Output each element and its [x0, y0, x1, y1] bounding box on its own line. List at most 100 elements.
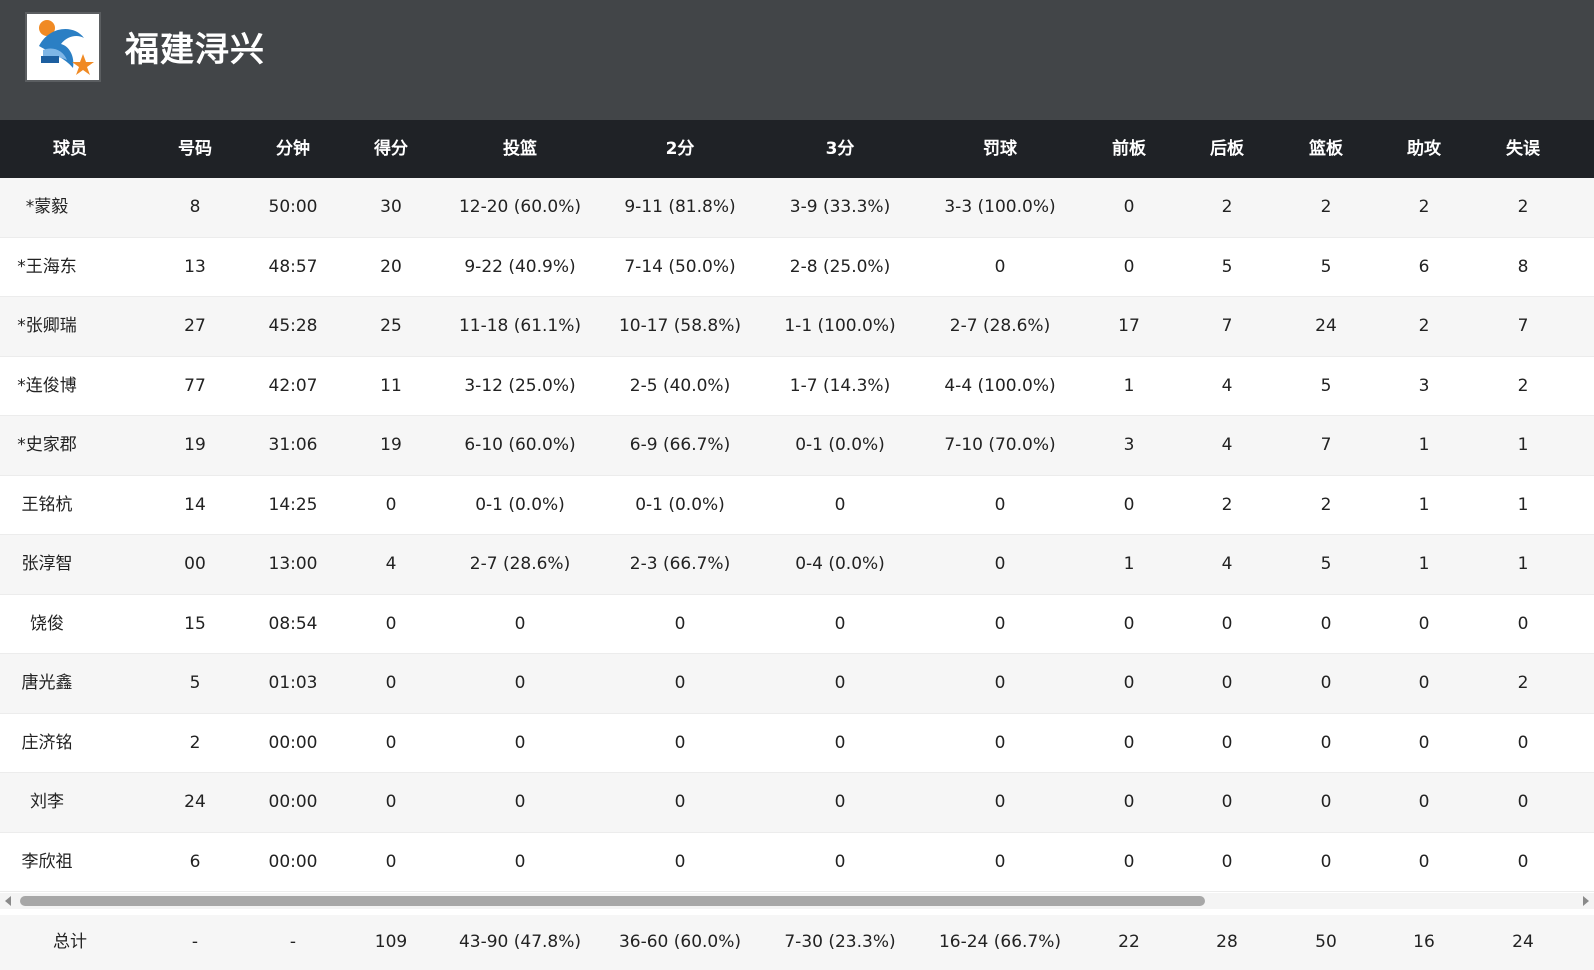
- stat-cell: 2: [1517, 673, 1529, 693]
- stat-cell: 6: [189, 851, 201, 872]
- column-header: 助攻: [1407, 139, 1441, 159]
- stat-cell: 0-1 (0.0%): [795, 435, 885, 455]
- stat-cell: 14:25: [268, 494, 318, 515]
- table-row: *连俊博 77 42:07 11 3-12 (25.0%) 2-5 (40.0%) 1-7 …: [0, 357, 1594, 416]
- stat-cell: 2: [1221, 494, 1233, 515]
- stat-cell: 7: [1517, 316, 1529, 336]
- column-header: 3分: [825, 139, 855, 159]
- stat-cell: 0: [834, 792, 846, 812]
- stat-cell: 77: [184, 375, 206, 396]
- player-name: 王铭杭: [21, 494, 73, 515]
- column-header: 失误: [1506, 139, 1540, 159]
- team-name: 福建浔兴: [125, 30, 265, 70]
- column-header: 号码: [178, 139, 212, 159]
- stat-cell: 00: [184, 554, 206, 574]
- stat-cell: 12-20 (60.0%): [458, 197, 582, 217]
- stat-cell: 0: [994, 613, 1006, 634]
- stat-cell: 0: [1320, 613, 1332, 634]
- stat-cell: 5: [1320, 554, 1332, 574]
- stat-cell: 6-10 (60.0%): [464, 435, 576, 455]
- player-name: 庄济铭: [21, 732, 73, 753]
- stat-cell: 0: [1123, 673, 1135, 693]
- stat-cell: 6: [1418, 256, 1430, 277]
- stat-cell: 0: [1320, 851, 1332, 872]
- stat-cell: 4: [1221, 435, 1233, 455]
- stat-cell: 4: [1221, 554, 1233, 574]
- stat-cell: 6-9 (66.7%): [629, 435, 731, 455]
- stat-cell: 01:03: [268, 673, 318, 693]
- stat-cell: 1: [1517, 494, 1529, 515]
- player-name: *连俊博: [17, 375, 77, 396]
- stat-cell: 0: [1221, 673, 1233, 693]
- stat-cell: 3: [1418, 375, 1430, 396]
- stat-cell: 0: [674, 851, 686, 872]
- stat-cell: 0: [1418, 792, 1430, 812]
- table-row: *王海东 13 48:57 20 9-22 (40.9%) 7-14 (50.0%) 2-8…: [0, 238, 1594, 297]
- stat-cell: 1-7 (14.3%): [789, 375, 891, 396]
- stat-cell: 0: [834, 613, 846, 634]
- column-header: 2分: [665, 139, 695, 159]
- stat-cell: 0: [514, 792, 526, 812]
- totals-cell: 16: [1413, 932, 1435, 952]
- stat-cell: 0: [674, 732, 686, 753]
- stat-cell: 3: [1123, 435, 1135, 455]
- player-name: 唐光鑫: [21, 673, 73, 693]
- stat-cell: 0: [385, 673, 397, 693]
- totals-cell: 50: [1315, 932, 1337, 952]
- stat-cell: 7: [1221, 316, 1233, 336]
- table-row: 唐光鑫 5 01:03 0 0 0 0 0 0 0 0 0 2: [0, 654, 1594, 714]
- stat-cell: 0: [385, 851, 397, 872]
- stat-cell: 50:00: [268, 197, 318, 217]
- stat-cell: 4-4 (100.0%): [944, 375, 1056, 396]
- stat-cell: 2: [1320, 197, 1332, 217]
- stat-cell: 0: [385, 732, 397, 753]
- stat-cell: 0: [1517, 851, 1529, 872]
- stat-cell: 24: [1315, 316, 1337, 336]
- column-header: 投篮: [503, 139, 537, 159]
- stat-cell: 14: [184, 494, 206, 515]
- scrollbar-thumb[interactable]: [20, 896, 1205, 906]
- scroll-right-icon[interactable]: [1583, 896, 1589, 906]
- column-header: 得分: [374, 139, 408, 159]
- stat-cell: 2: [189, 732, 201, 753]
- stat-cell: 0: [1123, 494, 1135, 515]
- scroll-left-icon[interactable]: [5, 896, 11, 906]
- horizontal-scrollbar[interactable]: [0, 893, 1594, 909]
- player-name: 饶俊: [30, 613, 64, 634]
- stat-cell: 17: [1118, 316, 1140, 336]
- stat-cell: 9-11 (81.8%): [624, 197, 736, 217]
- stat-cell: 0: [385, 792, 397, 812]
- table-row: 王铭杭 14 14:25 0 0-1 (0.0%) 0-1 (0.0%) 0 0 0 2 2 1 1: [0, 476, 1594, 535]
- stat-cell: 0: [1418, 851, 1430, 872]
- stat-cell: 0: [1517, 732, 1529, 753]
- totals-cell: 109: [374, 932, 408, 952]
- stat-cell: 0: [994, 673, 1006, 693]
- player-name: *张卿瑞: [17, 316, 77, 336]
- player-stats-table: *蒙毅 8 50:00 30 12-20 (60.0%) 9-11 (81.8%) 3-9 …: [0, 178, 1594, 892]
- stat-cell: 2: [1517, 197, 1529, 217]
- table-row: *蒙毅 8 50:00 30 12-20 (60.0%) 9-11 (81.8%) 3-9 …: [0, 178, 1594, 238]
- stat-cell: 0: [674, 613, 686, 634]
- stat-cell: 0: [1123, 256, 1135, 277]
- stat-cell: 2-3 (66.7%): [629, 554, 731, 574]
- stat-cell: 0: [514, 673, 526, 693]
- stat-cell: 4: [385, 554, 397, 574]
- stat-cell: 8: [189, 197, 201, 217]
- stat-cell: 27: [184, 316, 206, 336]
- stat-cell: 08:54: [268, 613, 318, 634]
- totals-cell: 24: [1512, 932, 1534, 952]
- stat-cell: 42:07: [268, 375, 318, 396]
- totals-cell: 7-30 (23.3%): [784, 932, 896, 952]
- stat-cell: 7: [1320, 435, 1332, 455]
- table-row: *史家郡 19 31:06 19 6-10 (60.0%) 6-9 (66.7%) 0-1 …: [0, 416, 1594, 476]
- stat-cell: 8: [1517, 256, 1529, 277]
- stat-cell: 5: [1320, 375, 1332, 396]
- stat-cell: 11-18 (61.1%): [458, 316, 582, 336]
- stat-cell: 0: [514, 851, 526, 872]
- stat-cell: 0: [1418, 613, 1430, 634]
- stat-cell: 1-1 (100.0%): [784, 316, 896, 336]
- stat-cell: 30: [380, 197, 402, 217]
- stat-cell: 9-22 (40.9%): [464, 256, 576, 277]
- totals-cell: 36-60 (60.0%): [618, 932, 742, 952]
- stat-cell: 2-8 (25.0%): [789, 256, 891, 277]
